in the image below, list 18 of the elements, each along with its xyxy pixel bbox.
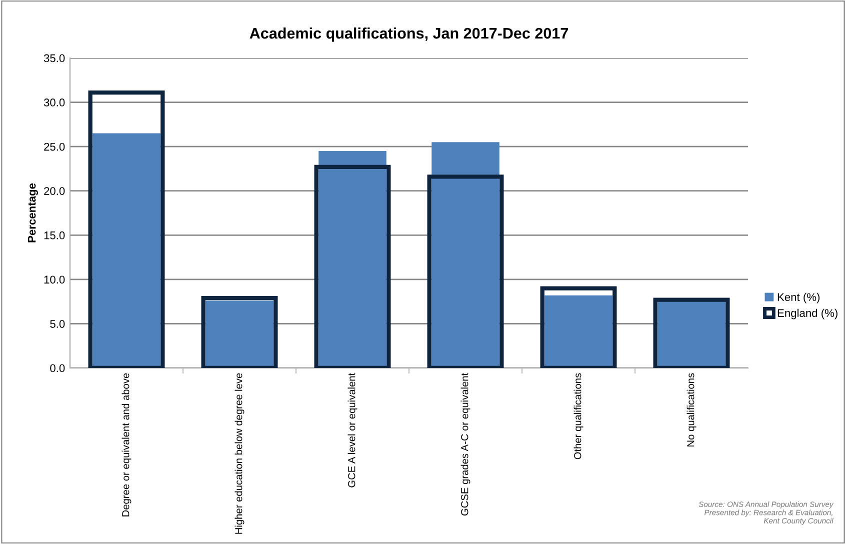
y-axis-title: Percentage bbox=[28, 183, 38, 242]
x-tick-label: Degree or equivalent and above bbox=[122, 373, 132, 516]
y-tick-label: 20.0 bbox=[44, 187, 65, 195]
legend-label: Kent (%) bbox=[778, 292, 820, 304]
y-tick-label: 0.0 bbox=[50, 364, 65, 372]
legend-label: England (%) bbox=[778, 308, 838, 320]
x-tick-label: Higher education below degree leve bbox=[234, 373, 244, 534]
x-tick-label: GCE A level or equivalent bbox=[348, 372, 358, 488]
y-tick-label: 10.0 bbox=[44, 276, 65, 284]
x-tick-label: Other qualifications bbox=[574, 373, 584, 460]
y-tick-label: 15.0 bbox=[44, 231, 65, 240]
y-tick-label: 35.0 bbox=[44, 54, 65, 62]
y-tick-label: 25.0 bbox=[44, 142, 65, 151]
y-tick-label: 30.0 bbox=[44, 98, 65, 106]
y-tick-label: 5.0 bbox=[50, 320, 65, 328]
x-tick-label: No qualifications bbox=[686, 373, 696, 446]
x-tick-label: GCSE grades A-C or equivalent bbox=[460, 372, 470, 516]
chart-title: Academic qualifications, Jan 2017-Dec 2017 bbox=[250, 27, 568, 42]
